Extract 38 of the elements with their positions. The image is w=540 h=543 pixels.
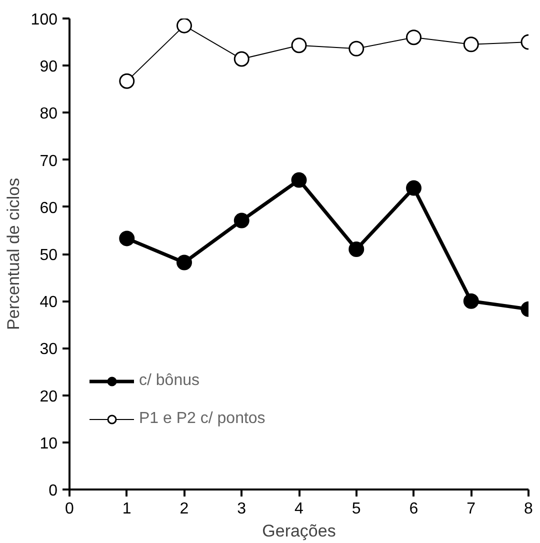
y-tick-label: 80 bbox=[40, 106, 58, 123]
x-tick-label: 6 bbox=[409, 500, 418, 518]
point bbox=[348, 242, 364, 258]
point bbox=[406, 180, 422, 196]
y-tick-label: 30 bbox=[40, 341, 58, 358]
legend-label: c/ bônus bbox=[139, 372, 200, 390]
point bbox=[348, 40, 364, 56]
point bbox=[119, 73, 135, 89]
y-tick-label: 0 bbox=[48, 482, 58, 500]
x-tick-label: 5 bbox=[352, 500, 361, 518]
point bbox=[176, 254, 192, 270]
x-tick-label: 7 bbox=[466, 500, 476, 518]
y-tick-label: 20 bbox=[40, 388, 58, 406]
point bbox=[234, 51, 250, 67]
y-axis-title: Percentual de ciclos bbox=[4, 178, 23, 330]
y-tick-label: 70 bbox=[40, 152, 58, 170]
y-tick-label: 50 bbox=[40, 247, 58, 264]
y-tick-label: 40 bbox=[40, 294, 58, 312]
y-tick-label: 60 bbox=[40, 200, 58, 217]
x-axis-title: Gerações bbox=[262, 522, 336, 540]
point bbox=[463, 293, 479, 309]
x-tick-label: 2 bbox=[180, 500, 189, 518]
y-tick-label: 90 bbox=[40, 58, 58, 76]
legend-label: P1 e P2 c/ pontos bbox=[139, 410, 266, 428]
point bbox=[234, 212, 250, 228]
y-tick-label: 100 bbox=[30, 12, 58, 28]
point bbox=[291, 38, 307, 54]
x-tick-label: 1 bbox=[122, 500, 132, 518]
point bbox=[176, 18, 192, 34]
y-tick-label: 10 bbox=[40, 435, 58, 452]
point bbox=[291, 172, 307, 188]
x-tick-label: 3 bbox=[237, 500, 246, 518]
point bbox=[463, 36, 479, 52]
x-tick-label: 4 bbox=[294, 500, 304, 518]
point bbox=[119, 230, 135, 246]
x-tick-label: 0 bbox=[65, 500, 74, 518]
point bbox=[406, 30, 422, 46]
x-tick-label: 8 bbox=[524, 500, 534, 518]
